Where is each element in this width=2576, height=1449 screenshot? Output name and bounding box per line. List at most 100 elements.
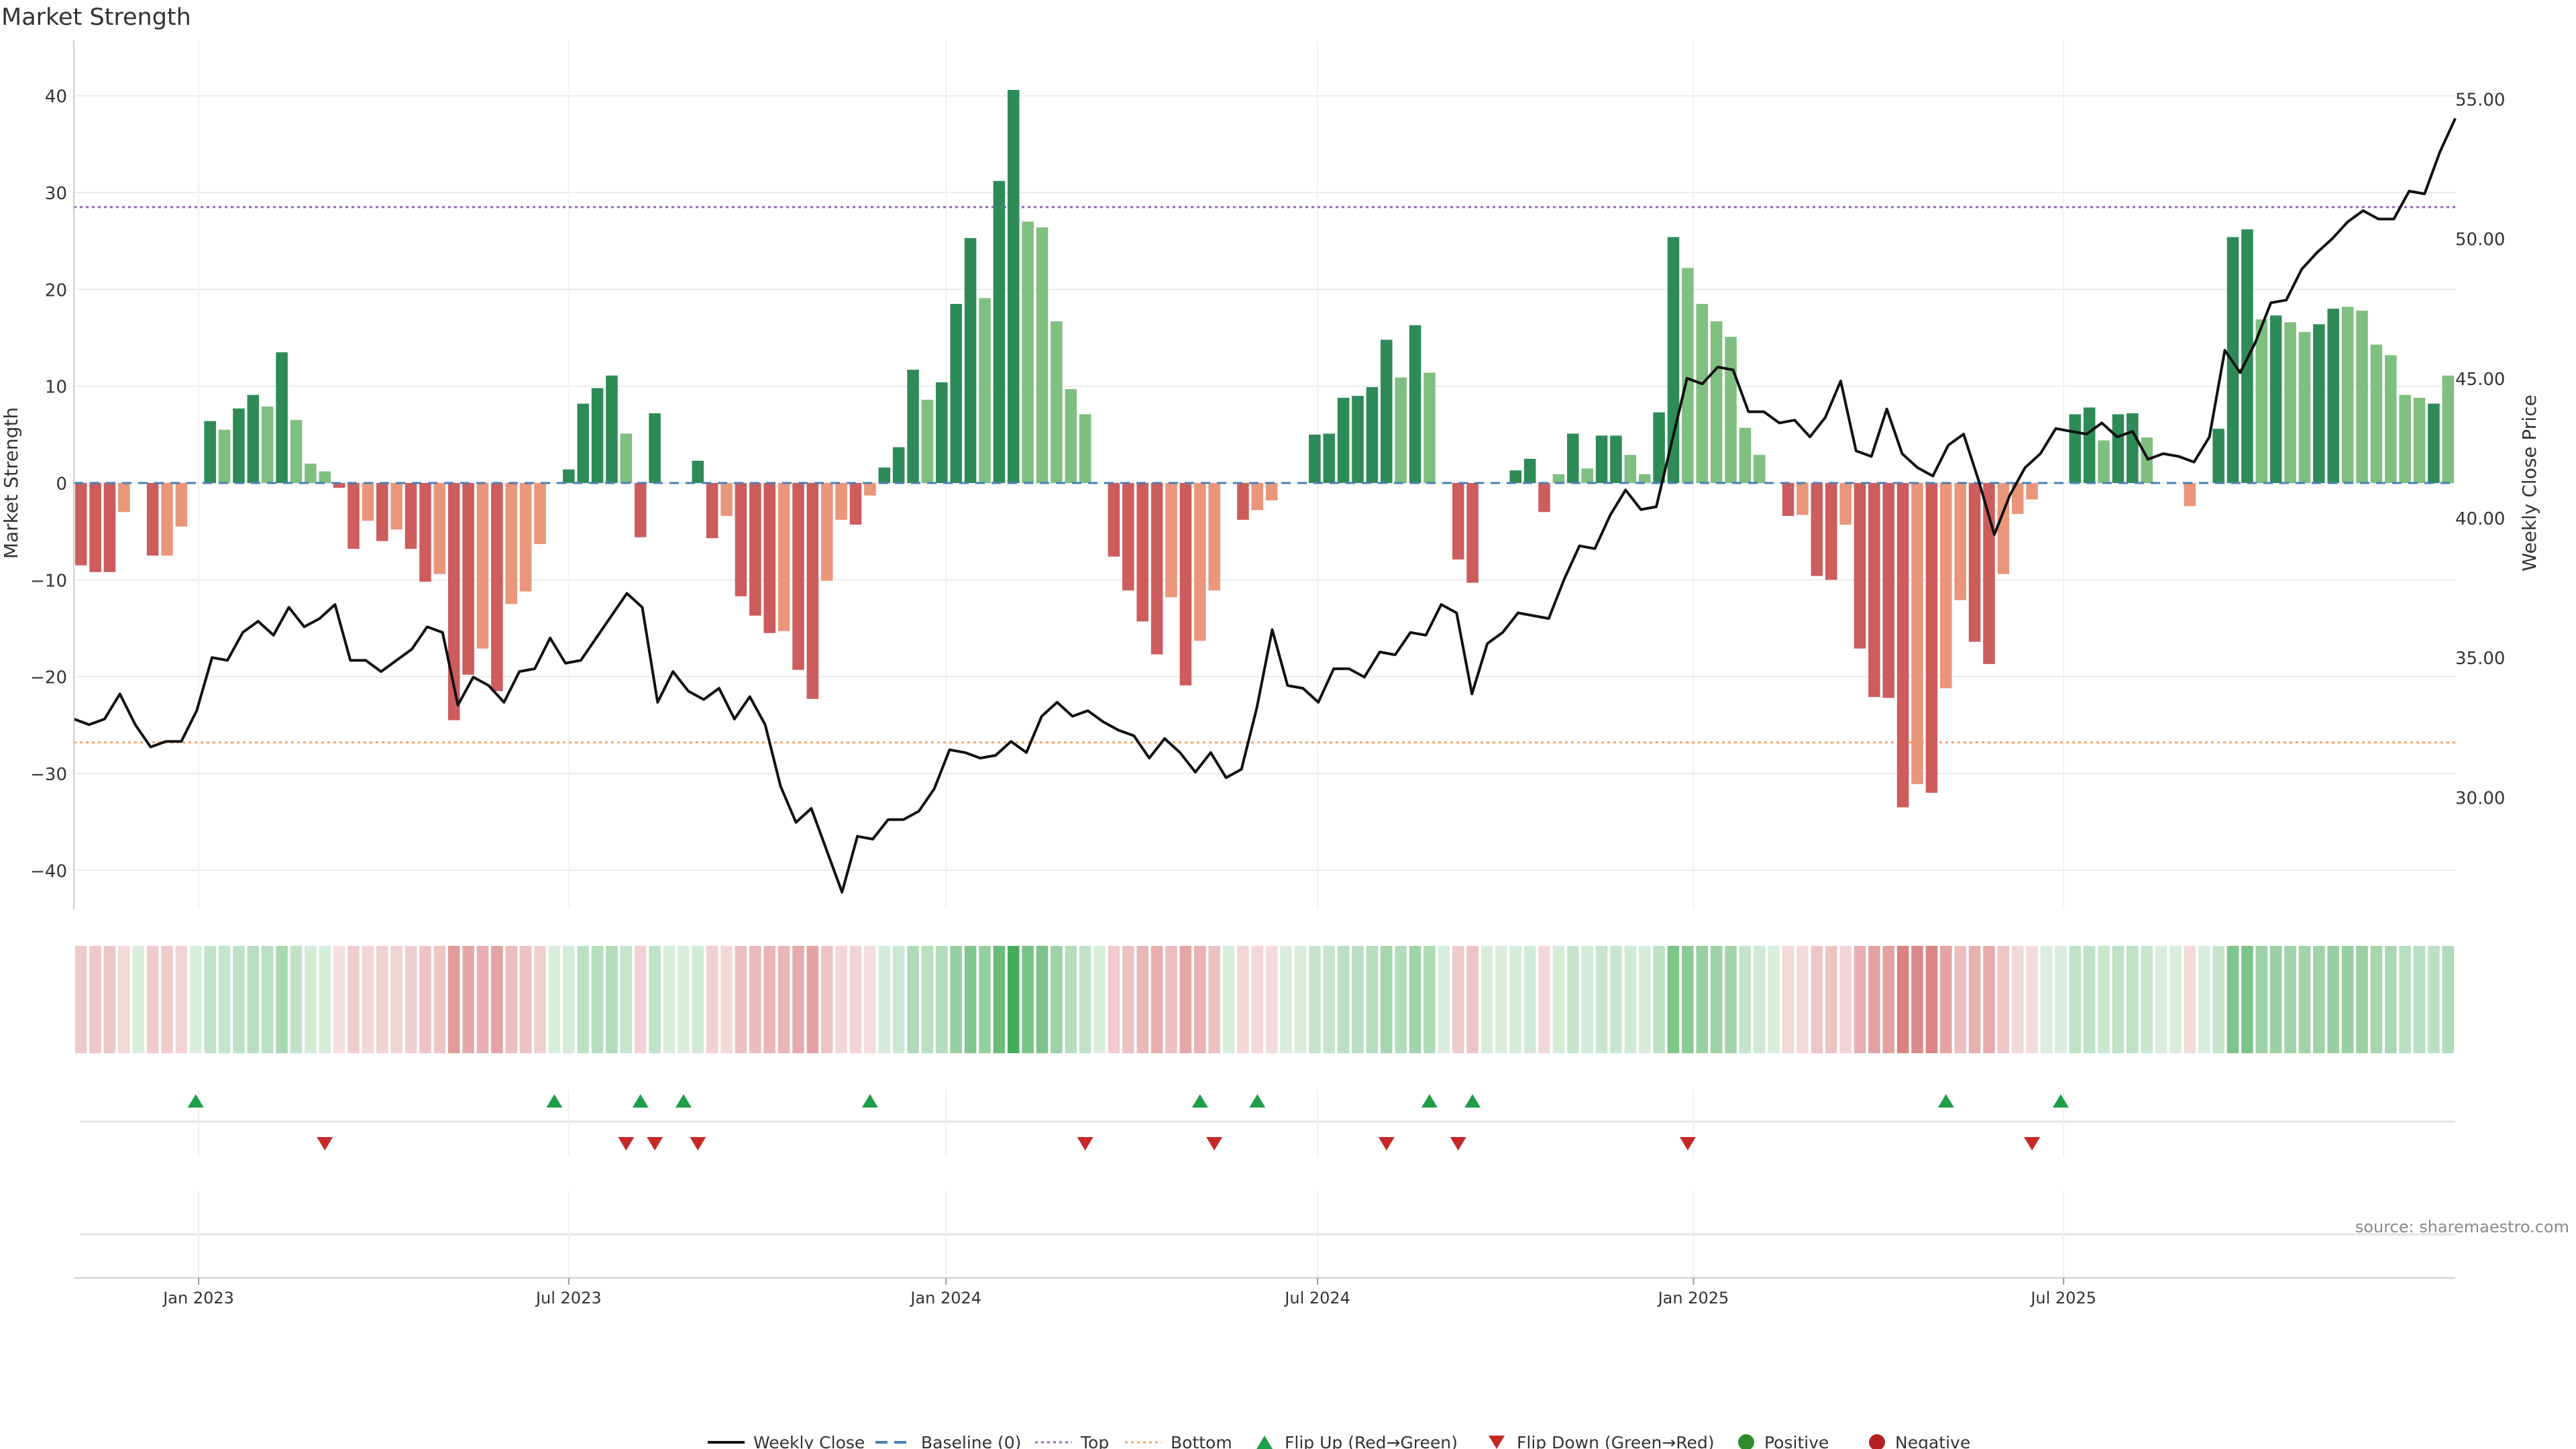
strength-bar bbox=[491, 483, 503, 692]
heat-cell bbox=[161, 946, 173, 1053]
strength-bar bbox=[936, 382, 948, 483]
strength-bar bbox=[376, 483, 388, 541]
heat-cell bbox=[2198, 946, 2210, 1053]
heat-cell bbox=[2184, 946, 2196, 1053]
strength-heatmap-strip bbox=[74, 946, 2455, 1053]
heat-cell bbox=[433, 946, 446, 1053]
strength-bar bbox=[534, 483, 546, 544]
flip-down-marker bbox=[1679, 1137, 1696, 1150]
heat-cell bbox=[1409, 946, 1421, 1053]
x-tick-label: Jul 2023 bbox=[535, 1289, 602, 1307]
strength-bar bbox=[649, 413, 661, 483]
heat-cell bbox=[1007, 946, 1020, 1053]
heat-cell bbox=[2055, 946, 2067, 1053]
strength-bar bbox=[2356, 311, 2368, 483]
strength-bar bbox=[606, 375, 618, 483]
heat-cell bbox=[1108, 946, 1120, 1053]
heat-cell bbox=[1093, 946, 1106, 1053]
heat-cell bbox=[563, 946, 575, 1053]
strength-bar bbox=[1523, 458, 1536, 483]
strength-bar bbox=[634, 483, 647, 537]
heat-cell bbox=[2442, 946, 2455, 1053]
heat-cell bbox=[2413, 946, 2426, 1053]
flip-up-marker bbox=[187, 1094, 204, 1108]
strength-bar bbox=[1954, 483, 1966, 600]
heat-cell bbox=[1495, 946, 1507, 1053]
strength-bar bbox=[1150, 483, 1163, 655]
heat-cell bbox=[74, 946, 87, 1053]
strength-bar bbox=[950, 304, 962, 483]
strength-bar bbox=[1925, 483, 1938, 793]
flip-down-marker bbox=[1378, 1137, 1395, 1150]
strength-bar bbox=[204, 421, 216, 483]
strength-bar bbox=[1811, 483, 1823, 576]
state-dots-panel bbox=[80, 1191, 2455, 1278]
strength-bar bbox=[2428, 403, 2440, 483]
heat-cell bbox=[1065, 946, 1077, 1053]
strength-bar bbox=[1882, 483, 1895, 698]
y-tick-label: 0 bbox=[56, 474, 67, 494]
heat-cell bbox=[505, 946, 518, 1053]
strength-bar bbox=[1825, 483, 1837, 580]
strength-bar bbox=[792, 483, 804, 670]
strength-bar bbox=[1754, 455, 1766, 483]
heat-cell bbox=[146, 946, 159, 1053]
flip-up-marker bbox=[1464, 1094, 1481, 1108]
heat-cell bbox=[204, 946, 216, 1053]
flip-up-marker bbox=[1249, 1094, 1266, 1108]
legend-negative-dot bbox=[1869, 1434, 1885, 1449]
y2-tick-label: 40.00 bbox=[2455, 509, 2505, 529]
strength-bar bbox=[2384, 355, 2397, 483]
legend-top-label: Top bbox=[1080, 1433, 1109, 1449]
source-note: source: sharemaestro.com bbox=[2355, 1218, 2569, 1236]
y-tick-label: 10 bbox=[45, 378, 67, 398]
strength-bar bbox=[362, 483, 374, 521]
reference-lines bbox=[74, 206, 2455, 744]
heat-cell bbox=[347, 946, 360, 1053]
flip-down-marker bbox=[2024, 1137, 2041, 1150]
heat-cell bbox=[706, 946, 718, 1053]
flip-up-marker bbox=[1191, 1094, 1208, 1108]
strength-bar bbox=[2011, 483, 2024, 515]
heat-cell bbox=[2112, 946, 2125, 1053]
strength-bar bbox=[1739, 427, 1752, 483]
heat-cell bbox=[1022, 946, 1034, 1053]
strength-bar bbox=[1452, 483, 1464, 560]
heat-cell bbox=[2069, 946, 2082, 1053]
flip-down-marker bbox=[690, 1137, 706, 1150]
strength-bar bbox=[1624, 455, 1637, 483]
strength-bar bbox=[849, 483, 862, 525]
legend-bottom-label: Bottom bbox=[1171, 1433, 1232, 1449]
heat-cell bbox=[1481, 946, 1493, 1053]
heat-cell bbox=[1610, 946, 1622, 1053]
heat-cell bbox=[964, 946, 977, 1053]
strength-bar bbox=[405, 483, 417, 549]
weekly-close-line bbox=[73, 117, 2457, 894]
strength-bar bbox=[118, 483, 130, 513]
heat-cell bbox=[1653, 946, 1665, 1053]
heat-cell bbox=[678, 946, 690, 1053]
heat-cell bbox=[1352, 946, 1364, 1053]
strength-bar bbox=[1079, 414, 1091, 483]
strength-bar bbox=[2112, 414, 2125, 483]
strength-bars bbox=[74, 90, 2455, 808]
heat-cell bbox=[1222, 946, 1235, 1053]
strength-bar bbox=[1782, 483, 1794, 517]
x-tick-label: Jul 2024 bbox=[1283, 1289, 1350, 1307]
heat-cell bbox=[993, 946, 1006, 1053]
strength-bar bbox=[1968, 483, 1981, 642]
heat-cell bbox=[1682, 946, 1694, 1053]
strength-bar bbox=[233, 408, 245, 483]
strength-bar bbox=[964, 237, 977, 483]
strength-bar bbox=[892, 447, 905, 483]
x-tick-label: Jan 2025 bbox=[1657, 1289, 1729, 1307]
strength-bar bbox=[1868, 483, 1880, 697]
legend-baseline-label: Baseline (0) bbox=[921, 1433, 1021, 1449]
heat-cell bbox=[892, 946, 905, 1053]
strength-bar bbox=[820, 483, 833, 581]
heat-cell bbox=[1280, 946, 1292, 1053]
flip-up-marker bbox=[1421, 1094, 1438, 1108]
strength-bar bbox=[1108, 483, 1120, 557]
heat-cell bbox=[2269, 946, 2282, 1053]
heat-cell bbox=[735, 946, 747, 1053]
